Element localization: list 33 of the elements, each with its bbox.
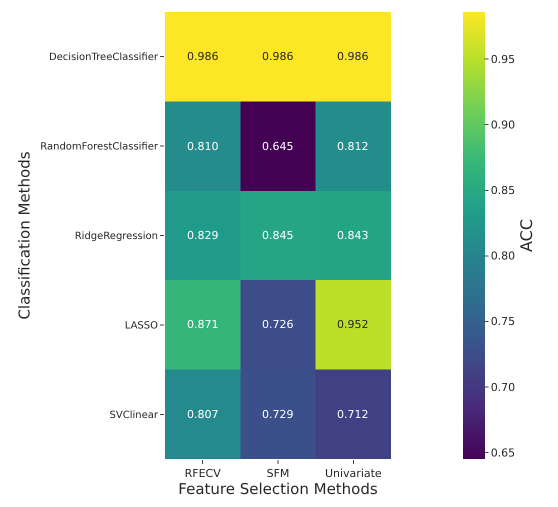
x-axis-title: Feature Selection Methods bbox=[178, 480, 378, 498]
data-label: 0.810 bbox=[187, 140, 218, 153]
data-label: 0.871 bbox=[187, 318, 218, 331]
color-bar-label: 0.85 bbox=[490, 184, 516, 198]
y-tick-label: RidgeRegression bbox=[74, 231, 158, 242]
color-bar-label: 0.65 bbox=[490, 446, 516, 460]
y-tick-label: DecisionTreeClassifier bbox=[48, 52, 159, 64]
color-bar-title: ACC bbox=[517, 218, 536, 252]
data-label: 0.843 bbox=[337, 229, 368, 242]
data-label: 0.712 bbox=[337, 408, 368, 421]
data-label: 0.829 bbox=[187, 229, 218, 242]
data-label: 0.807 bbox=[187, 408, 218, 421]
y-axis-title: Classification Methods bbox=[16, 151, 34, 320]
y-tick-label: LASSO bbox=[124, 320, 158, 332]
x-tick-label: Univariate bbox=[324, 467, 382, 480]
color-bar-label: 0.80 bbox=[490, 250, 516, 263]
data-label: 0.645 bbox=[262, 140, 294, 153]
data-label: 0.952 bbox=[337, 318, 368, 331]
color-bar-label: 0.70 bbox=[490, 380, 516, 394]
data-label: 0.845 bbox=[262, 229, 294, 242]
data-label: 0.986 bbox=[337, 50, 368, 63]
color-bar-label: 0.90 bbox=[490, 118, 516, 132]
color-bar-label: 0.75 bbox=[490, 315, 516, 328]
x-tick-label: SFM bbox=[266, 467, 290, 480]
data-label: 0.729 bbox=[262, 408, 294, 421]
data-label: 0.812 bbox=[337, 140, 368, 153]
data-label: 0.986 bbox=[262, 50, 294, 63]
y-tick-label: RandomForestClassifier bbox=[40, 142, 159, 153]
x-tick-label: RFECV bbox=[184, 467, 222, 480]
data-label: 0.726 bbox=[262, 318, 294, 331]
color-bar-label: 0.95 bbox=[490, 53, 516, 66]
data-label: 0.986 bbox=[187, 50, 218, 63]
y-tick-label: SVClinear bbox=[110, 410, 159, 421]
